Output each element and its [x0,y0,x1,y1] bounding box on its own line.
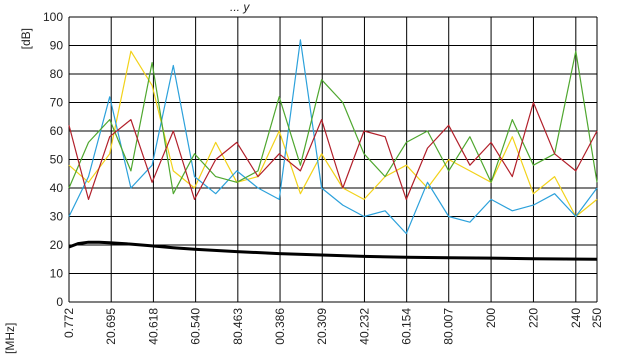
series-4-line [68,240,598,261]
y-tick-label: 60 [50,124,64,138]
x-tick-label: 80.463 [231,308,245,345]
x-tick-label: 0.772 [62,308,76,338]
x-tick-label: 200 [484,308,498,328]
series-layer [68,39,598,261]
y-tick-label: 40 [50,181,64,195]
series-1-line [68,39,598,235]
x-tick-label: 20.695 [104,308,118,345]
y-tick-label: 10 [50,267,64,281]
y-tick-label: 90 [50,39,64,53]
x-tick-label: 60.154 [400,308,414,345]
x-tick-label: 80.007 [442,308,456,345]
y-tick-label: 70 [50,96,64,110]
y-axis-label: [dB] [19,28,33,49]
x-tick-label: 60.540 [189,308,203,345]
chart-caption: ... y [230,0,250,14]
y-tick-label: 100 [43,10,63,24]
x-tick-label: 20.309 [315,308,329,345]
x-tick-label: 220 [526,308,540,328]
y-tick-label: 20 [50,238,64,252]
x-tick-label: 00.386 [273,308,287,345]
axis-ticks: 0 10 20 30 40 50 60 70 80 90 100 0.772 20.695 40.618 6… [43,10,604,345]
series-3-line [68,101,598,200]
y-tick-label: 80 [50,67,64,81]
y-tick-label: 0 [56,295,63,309]
x-tick-label: 40.232 [357,308,371,345]
series-2-line [68,50,598,195]
y-tick-label: 30 [50,210,64,224]
y-tick-label: 50 [50,153,64,167]
x-axis-label: [MHz] [3,323,17,354]
x-tick-label: 240 [569,308,583,328]
series-0-line [68,50,598,218]
x-tick-label: 250 [590,308,604,328]
x-tick-label: 40.618 [146,308,160,345]
